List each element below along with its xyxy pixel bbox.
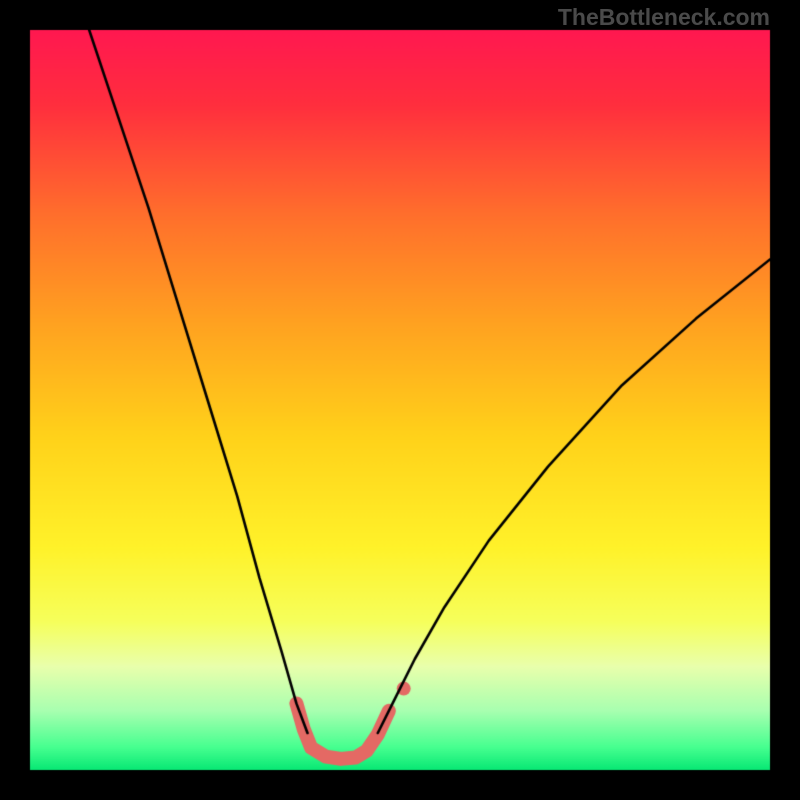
bottleneck-chart-canvas bbox=[0, 0, 800, 800]
chart-stage: TheBottleneck.com bbox=[0, 0, 800, 800]
